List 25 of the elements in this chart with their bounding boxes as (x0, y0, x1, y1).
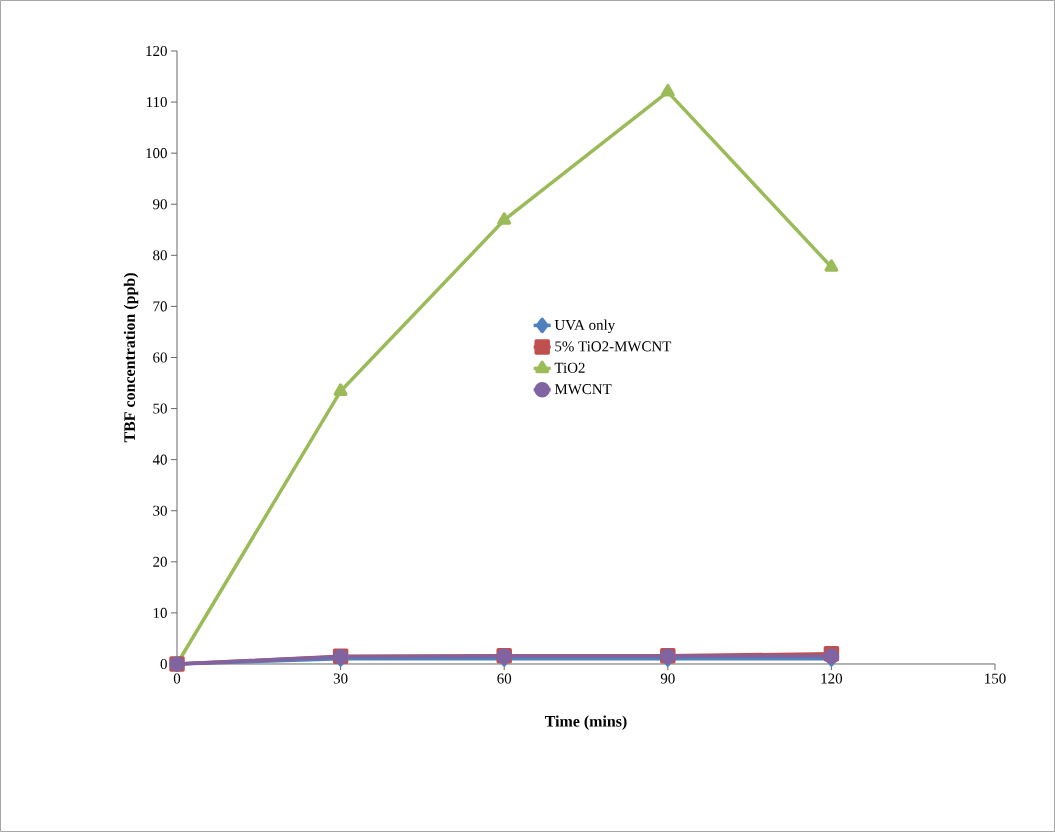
legend-label: MWCNT (554, 384, 612, 395)
x-tick-label: 150 (985, 673, 1006, 684)
y-tick-label: 60 (153, 352, 167, 363)
y-tick-label: 40 (152, 454, 167, 465)
y-tick-label: 100 (146, 148, 167, 159)
y-tick-label: 20 (153, 556, 167, 567)
y-tick-label: 70 (153, 301, 167, 312)
x-tick-label: 120 (821, 673, 843, 684)
y-tick-label: 80 (153, 250, 167, 261)
legend-label: UVA only (554, 319, 616, 334)
x-tick-label: 30 (333, 673, 348, 684)
x-tick-label: 0 (173, 673, 181, 684)
x-tick-label: 90 (660, 673, 675, 684)
x-axis-title: Time (mins) (545, 715, 627, 730)
y-tick-label: 50 (153, 403, 167, 414)
y-axis-title: TBF concentration (ppb) (123, 273, 139, 443)
y-tick-label: 10 (153, 607, 167, 618)
legend-label: TiO2 (554, 362, 585, 373)
y-tick-label: 90 (153, 199, 167, 210)
y-tick-label: 110 (146, 97, 167, 108)
y-tick-label: 0 (160, 658, 167, 670)
legend-label: 5% TiO2-MWCNT (555, 341, 672, 352)
x-tick-label: 60 (497, 673, 512, 684)
y-tick-label: 120 (146, 45, 167, 57)
y-tick-label: 30 (153, 505, 167, 516)
